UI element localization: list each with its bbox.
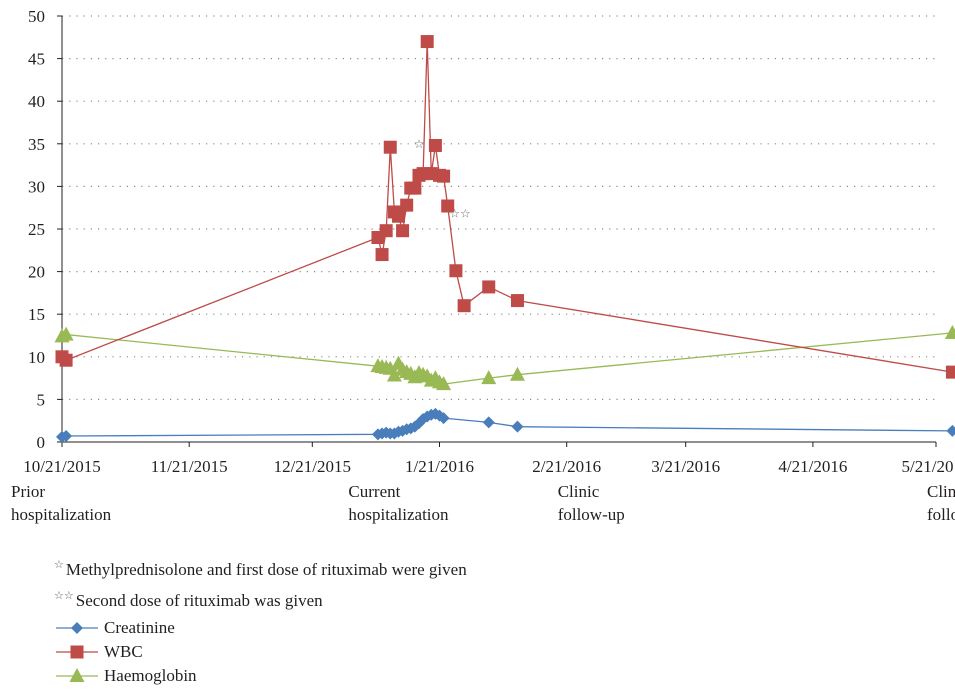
data-point <box>396 224 410 238</box>
data-point <box>420 35 434 49</box>
dose-marker: ☆ <box>414 137 425 151</box>
legend-item-haemoglobin: Haemoglobin <box>54 664 467 688</box>
y-tick-label: 45 <box>28 50 45 69</box>
x-tick-label: 2/21/2016 <box>532 457 601 476</box>
y-tick-label: 10 <box>28 348 45 367</box>
y-tick-label: 25 <box>28 220 45 239</box>
x-tick-label: 11/21/2015 <box>151 457 228 476</box>
legend-label: WBC <box>104 642 143 661</box>
data-point <box>437 412 450 425</box>
data-point <box>386 367 402 382</box>
data-point <box>70 645 84 659</box>
series-wbc <box>55 35 955 379</box>
x-period-label: Prior <box>11 482 45 501</box>
data-point <box>945 365 955 379</box>
legend-label: Haemoglobin <box>104 666 197 685</box>
x-tick-label: 5/21/2016 <box>902 457 955 476</box>
y-axis: 0 5 10 15 20 25 30 35 40 45 50 <box>28 7 63 452</box>
data-point <box>71 622 83 634</box>
star-symbol: ☆ <box>54 558 64 571</box>
data-point <box>400 198 414 212</box>
data-point <box>437 169 451 183</box>
y-tick-label: 0 <box>37 433 46 452</box>
data-point <box>511 420 524 433</box>
legend-label: Creatinine <box>104 618 175 637</box>
data-point <box>946 424 955 437</box>
data-point <box>383 140 397 154</box>
series-line <box>61 41 953 373</box>
x-tick-label: 12/21/2015 <box>274 457 351 476</box>
y-tick-label: 20 <box>28 263 45 282</box>
x-tick-label: 3/21/2016 <box>651 457 720 476</box>
data-point <box>375 248 389 262</box>
data-point <box>58 326 74 341</box>
x-tick-label: 1/21/2016 <box>405 457 474 476</box>
note-second-dose: ☆☆ Second dose of rituximab was given <box>54 585 467 616</box>
y-tick-label: 35 <box>28 135 45 154</box>
data-point <box>408 181 422 195</box>
x-period-label: Clinic <box>927 482 955 501</box>
grid-lines <box>62 15 936 400</box>
data-point <box>482 280 496 294</box>
data-point <box>428 139 442 153</box>
note-text: Methylprednisolone and first dose of rit… <box>65 559 467 579</box>
y-tick-label: 30 <box>28 177 45 196</box>
data-point <box>509 366 525 381</box>
data-point <box>69 668 85 682</box>
legend-item-wbc: WBC <box>54 640 467 664</box>
annotation-layer: ☆☆☆ <box>414 137 471 221</box>
series-haemoglobin <box>54 324 955 391</box>
legend-item-creatinine: Creatinine <box>54 616 467 640</box>
note-first-dose: ☆ Methylprednisolone and first dose of r… <box>54 554 467 585</box>
dose-marker: ☆☆ <box>449 207 471 221</box>
line-chart: 0 5 10 15 20 25 30 35 40 45 50 10/21/2015 Prior hosp… <box>11 7 955 524</box>
data-point <box>944 324 955 339</box>
data-point <box>457 299 471 313</box>
data-point <box>436 376 452 391</box>
data-point <box>482 416 495 429</box>
series-layer <box>54 35 955 443</box>
series-creatinine <box>56 407 955 443</box>
notes-and-legend: ☆ Methylprednisolone and first dose of r… <box>54 554 467 688</box>
data-point <box>481 370 497 385</box>
series-line <box>61 332 953 385</box>
data-point <box>60 430 73 443</box>
legend-swatch-square <box>56 645 98 659</box>
data-point <box>379 224 393 238</box>
legend-swatch-triangle <box>56 668 98 682</box>
x-period-label: Clinic <box>558 482 600 501</box>
note-text: Second dose of rituximab was given <box>75 590 323 610</box>
legend-swatch-diamond <box>56 622 98 634</box>
y-tick-label: 40 <box>28 92 45 111</box>
data-point <box>510 294 524 308</box>
double-star-symbol: ☆☆ <box>54 589 74 602</box>
x-period-label: hospitalization <box>11 505 112 524</box>
x-tick-label: 10/21/2015 <box>23 457 100 476</box>
data-point <box>59 353 73 367</box>
x-period-label: Current <box>348 482 400 501</box>
x-axis: 10/21/2015 Prior hospitalization 11/21/2015… <box>11 441 955 524</box>
y-tick-label: 5 <box>37 390 46 409</box>
legend: Creatinine WBC Haemoglobin <box>54 616 467 688</box>
data-point <box>449 264 463 278</box>
x-period-label: hospitalization <box>348 505 449 524</box>
y-tick-label: 15 <box>28 305 45 324</box>
x-tick-label: 4/21/2016 <box>778 457 847 476</box>
data-point <box>441 199 455 213</box>
x-period-label: follow-up <box>558 505 625 524</box>
series-line <box>61 413 953 438</box>
data-point <box>391 209 405 223</box>
y-tick-label: 50 <box>28 7 45 26</box>
x-period-label: follow-up <box>927 505 955 524</box>
